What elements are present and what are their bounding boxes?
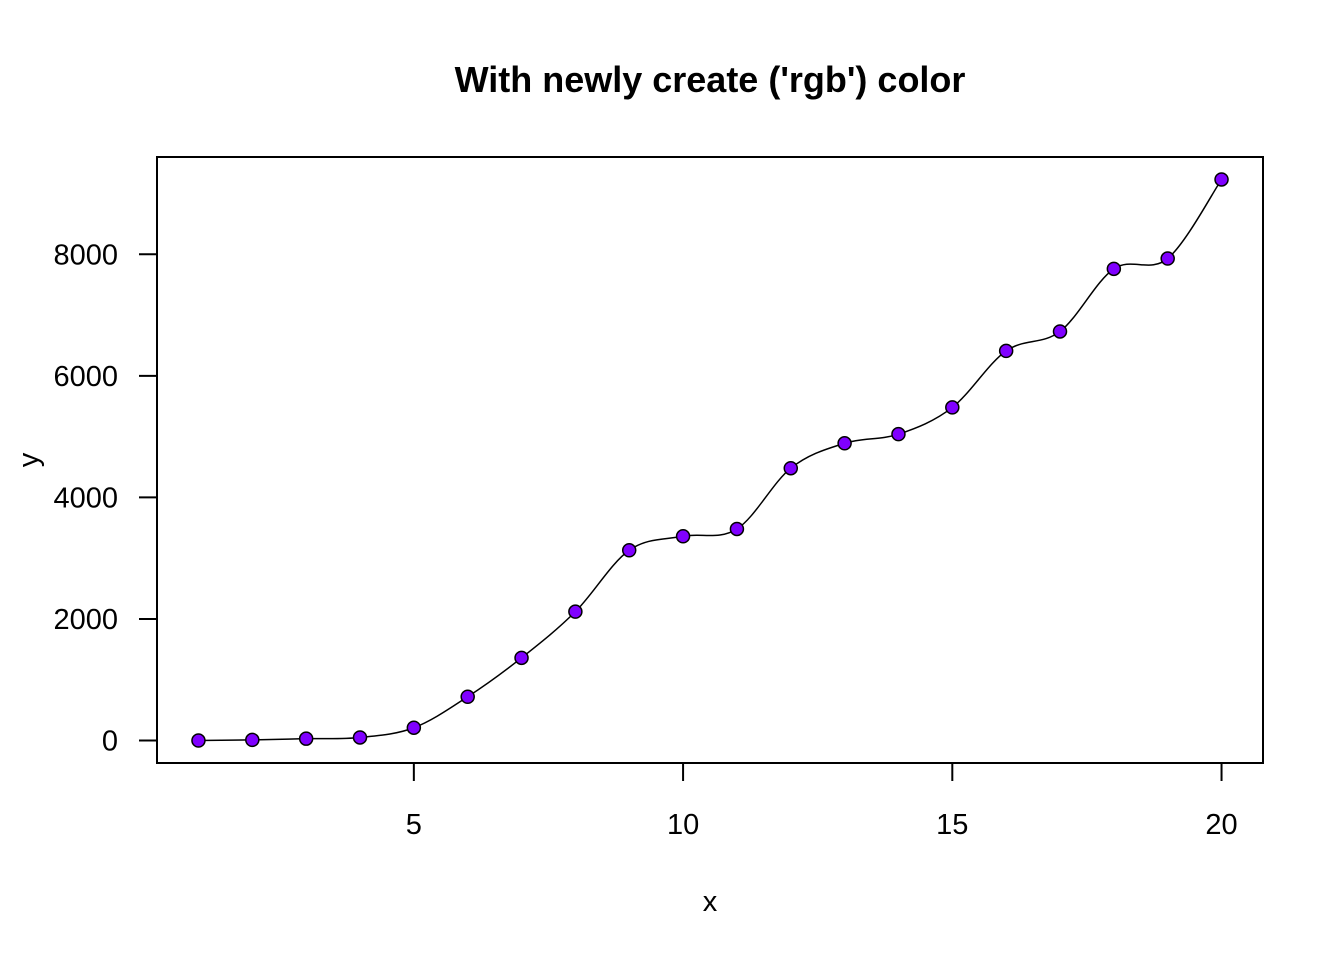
y-tick-label: 0 bbox=[102, 726, 118, 758]
data-point bbox=[1160, 251, 1175, 266]
y-axis-label: y bbox=[13, 452, 45, 467]
data-point bbox=[245, 732, 260, 748]
chart-title: With newly create ('rgb') color bbox=[455, 59, 966, 100]
plot-frame bbox=[156, 156, 1264, 764]
data-points bbox=[191, 172, 1229, 748]
y-tick-label: 2000 bbox=[53, 604, 118, 636]
data-point bbox=[783, 460, 799, 476]
data-point bbox=[837, 436, 852, 451]
data-point bbox=[998, 343, 1014, 359]
y-axis: 0 2000 4000 6000 8000 bbox=[53, 239, 158, 758]
x-tick-label: 10 bbox=[667, 809, 699, 841]
data-point bbox=[191, 733, 206, 748]
y-tick-label: 8000 bbox=[53, 239, 118, 271]
data-point bbox=[460, 689, 475, 704]
x-tick-label: 20 bbox=[1205, 809, 1237, 841]
y-tick-label: 6000 bbox=[53, 361, 118, 393]
x-tick-label: 5 bbox=[406, 809, 422, 841]
data-point bbox=[1106, 261, 1122, 277]
data-point bbox=[514, 650, 529, 666]
data-point bbox=[945, 400, 960, 415]
data-point bbox=[352, 730, 368, 745]
data-point bbox=[729, 521, 745, 537]
series-line bbox=[198, 179, 1223, 742]
data-point bbox=[675, 529, 691, 544]
data-point bbox=[298, 731, 314, 746]
data-point bbox=[891, 426, 906, 442]
y-tick-label: 4000 bbox=[53, 482, 118, 514]
x-axis: 5 10 15 20 bbox=[406, 762, 1238, 841]
x-tick-label: 15 bbox=[936, 809, 968, 841]
data-point bbox=[1052, 324, 1068, 339]
x-axis-label: x bbox=[703, 886, 718, 918]
data-point bbox=[621, 543, 637, 558]
data-point bbox=[568, 604, 583, 619]
data-point bbox=[1214, 172, 1229, 187]
data-point bbox=[406, 720, 422, 735]
